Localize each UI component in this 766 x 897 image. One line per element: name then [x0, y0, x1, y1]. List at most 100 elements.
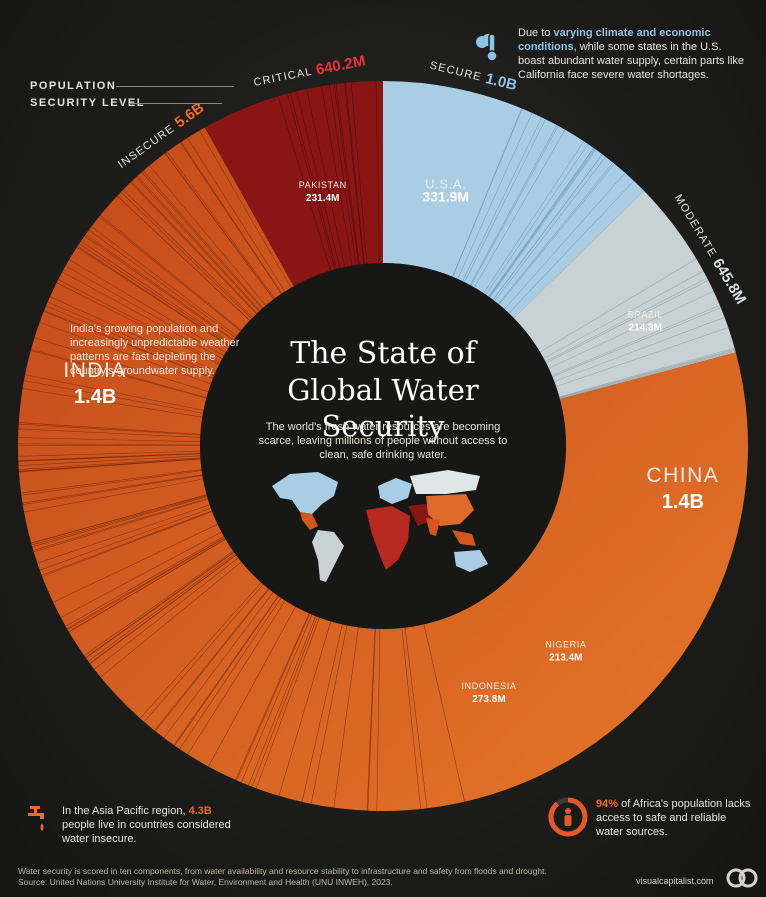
country-divider — [277, 96, 331, 271]
country-divider — [208, 606, 296, 767]
map-india — [426, 518, 440, 536]
country-divider — [18, 453, 201, 462]
map-central-america — [300, 512, 318, 530]
africa-note: 94% of Africa's population lacks access … — [596, 797, 756, 839]
country-divider — [37, 504, 210, 564]
country-divider — [508, 180, 635, 314]
country-divider — [31, 495, 207, 546]
country-name-indonesia: INDONESIA — [462, 681, 517, 691]
country-divider — [89, 554, 237, 664]
country-value-brazil: 214.3M — [629, 323, 662, 334]
country-name-india: INDIA — [63, 359, 127, 382]
country-divider — [65, 265, 224, 356]
country-divider — [301, 624, 343, 802]
country-divider — [21, 469, 202, 494]
visual-capitalist-logo — [726, 866, 758, 890]
country-divider — [39, 507, 212, 571]
country-divider — [143, 584, 264, 723]
country-divider — [31, 494, 207, 544]
country-divider — [423, 624, 465, 802]
country-divider — [30, 350, 207, 399]
country-divider — [100, 561, 242, 678]
country-divider — [22, 388, 203, 418]
country-divider — [401, 627, 421, 810]
country-divider — [179, 597, 282, 750]
country-divider — [18, 450, 201, 457]
country-divider — [539, 258, 697, 353]
country-divider — [68, 538, 226, 632]
country-divider — [45, 305, 215, 377]
country-divider — [89, 554, 237, 664]
country-divider — [350, 82, 368, 264]
country-divider — [18, 457, 201, 470]
usa-note-pre: Due to — [518, 27, 554, 39]
country-divider — [554, 317, 725, 382]
faucet-drop-icon — [26, 804, 54, 834]
country-divider — [23, 380, 204, 414]
country-divider — [120, 191, 252, 319]
country-divider — [296, 91, 341, 269]
country-divider — [485, 143, 589, 295]
country-divider — [310, 625, 348, 804]
country-divider — [141, 171, 263, 309]
brand-url[interactable]: visualcapitalist.com — [636, 876, 714, 886]
country-divider — [66, 537, 225, 629]
country-divider — [24, 374, 204, 411]
country-divider — [164, 152, 275, 300]
country-divider — [41, 510, 212, 576]
country-divider — [154, 588, 269, 731]
country-divider — [52, 524, 218, 603]
center-disc — [200, 263, 566, 629]
asia-note-post: people live in countries considered wate… — [62, 819, 231, 845]
country-divider — [88, 553, 236, 662]
country-name-china: CHINA — [646, 464, 719, 487]
legend-security-arrow — [128, 103, 222, 104]
usa-note: Due to varying climate and economic cond… — [518, 26, 748, 82]
page-title-line1: The State of — [290, 336, 476, 371]
country-divider — [163, 592, 274, 739]
map-australia — [454, 550, 488, 572]
country-divider — [85, 234, 235, 341]
usa-note-highlight: varying climate and economic conditions — [518, 27, 711, 53]
country-divider — [180, 142, 282, 294]
country-divider — [49, 296, 217, 372]
map-russia — [410, 470, 480, 494]
country-divider — [559, 347, 735, 398]
country-divider — [99, 215, 242, 331]
country-value-india: 1.4B — [74, 386, 116, 408]
country-divider — [21, 470, 202, 496]
country-divider — [543, 270, 704, 359]
country-divider — [32, 496, 208, 548]
country-divider — [470, 125, 559, 286]
country-divider — [18, 437, 201, 443]
africa-note-post: of Africa's population lacks access to s… — [596, 798, 751, 838]
country-divider — [551, 305, 720, 376]
country-divider — [155, 588, 270, 732]
page-subtitle: The world's fresh water resources are be… — [258, 421, 508, 461]
legend-population: POPULATION — [30, 80, 117, 92]
country-divider — [474, 129, 566, 288]
ring-country-dividers — [18, 81, 736, 811]
asia-note-pre: In the Asia Pacific region, — [62, 805, 189, 817]
country-divider — [306, 88, 346, 268]
country-divider — [236, 613, 310, 781]
country-divider — [289, 92, 337, 270]
country-divider — [180, 141, 282, 294]
country-divider — [483, 141, 585, 294]
country-divider — [98, 216, 241, 332]
segment-secure — [383, 81, 645, 319]
segment-critical — [204, 81, 383, 287]
country-divider — [42, 511, 213, 577]
country-divider — [85, 552, 235, 659]
country-divider — [187, 137, 286, 292]
country-divider — [375, 81, 380, 264]
country-divider — [18, 422, 201, 435]
country-divider — [18, 428, 201, 438]
country-divider — [559, 349, 736, 399]
country-divider — [489, 148, 596, 298]
country-divider — [552, 307, 721, 377]
map-south-america — [312, 530, 344, 582]
country-divider — [67, 537, 225, 630]
country-divider — [84, 235, 234, 341]
map-europe — [378, 478, 412, 504]
